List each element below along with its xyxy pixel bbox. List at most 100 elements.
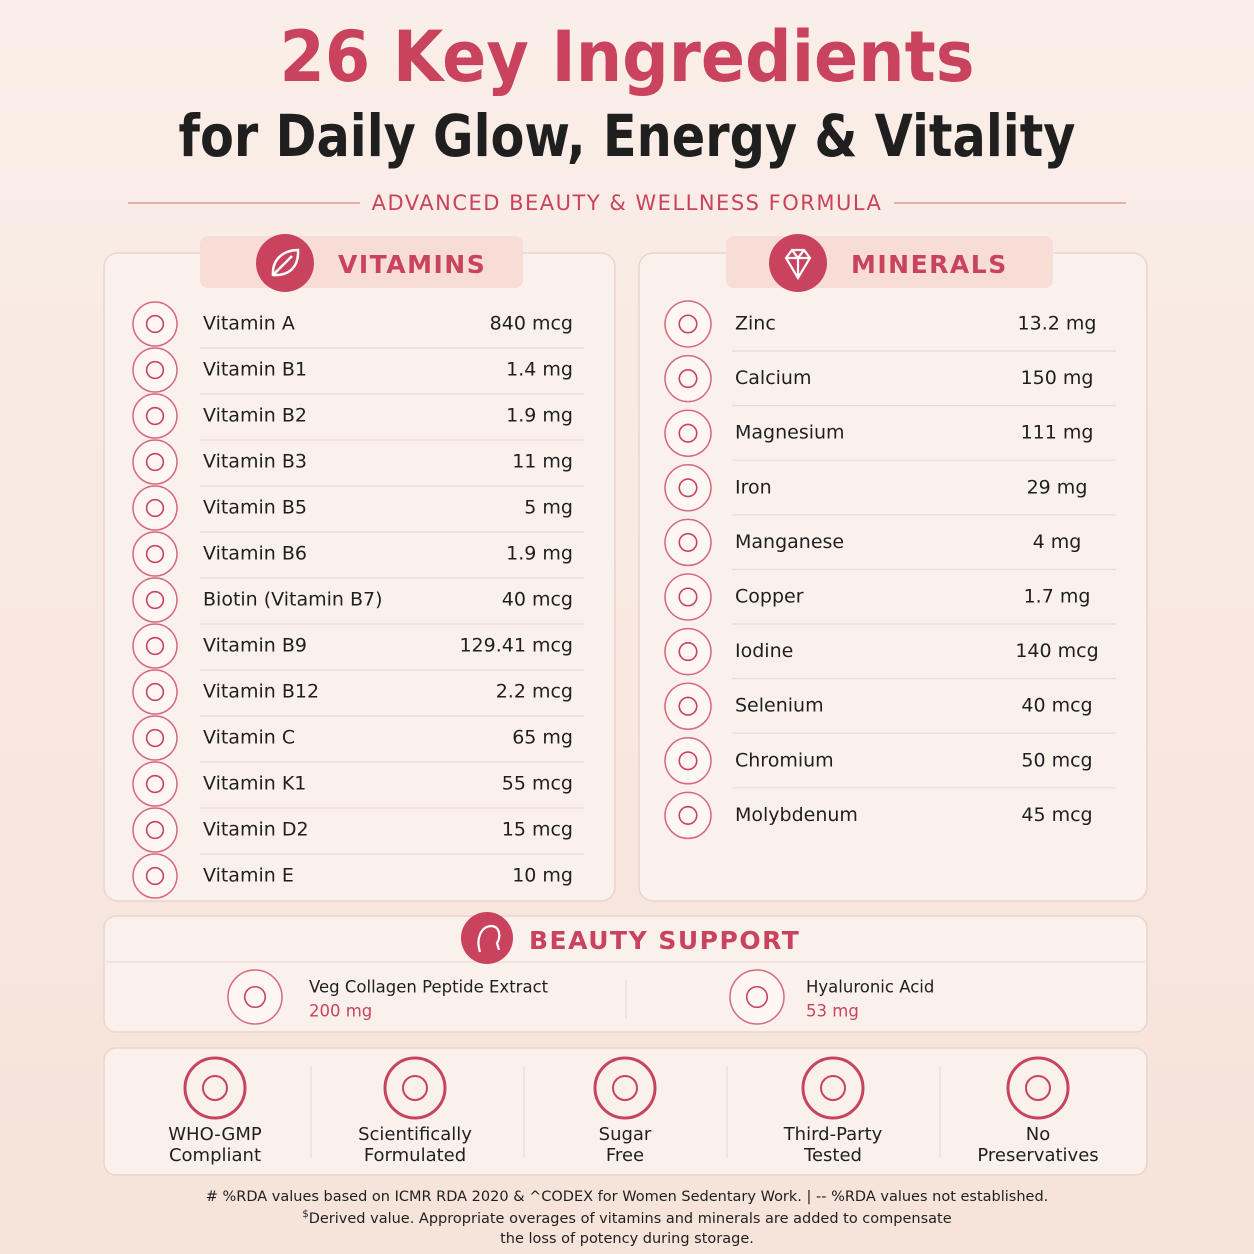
ingredient-name: Vitamin E	[203, 865, 294, 887]
badge-label: WHO-GMP	[168, 1124, 262, 1145]
ingredient-icon	[664, 300, 712, 348]
footnote: the loss of potency during storage.	[500, 1231, 754, 1247]
ingredient-amount: 11 mg	[512, 451, 573, 473]
ingredient-amount: 840 mcg	[490, 313, 573, 335]
ingredient-icon	[132, 531, 178, 577]
ingredient-name: Selenium	[735, 695, 824, 717]
icon-glyph	[678, 314, 698, 334]
icon-glyph	[145, 636, 165, 656]
ingredient-icon	[664, 737, 712, 785]
ingredient-name: Copper	[735, 586, 804, 608]
ingredient-name: Iron	[735, 476, 772, 498]
tagline: ADVANCED BEAUTY & WELLNESS FORMULA	[372, 191, 883, 215]
beauty-icon	[461, 912, 513, 964]
leaf-icon	[271, 248, 300, 277]
icon-glyph	[145, 866, 165, 886]
beauty-amount: 200 mg	[309, 1002, 372, 1021]
badge-glyph	[202, 1075, 228, 1101]
badge-label: Tested	[803, 1145, 862, 1166]
ingredient-amount: 4 mg	[1033, 531, 1082, 553]
footnote-text: Derived value. Appropriate overages of v…	[309, 1211, 952, 1227]
ingredient-name: Vitamin B2	[203, 405, 307, 427]
ingredient-icon	[664, 791, 712, 840]
badge-glyph	[402, 1075, 428, 1101]
ingredient-icon	[132, 623, 178, 669]
badge-icon	[383, 1056, 447, 1120]
ingredient-icon	[664, 409, 712, 457]
badge-icon	[183, 1056, 247, 1120]
ingredient-amount: 50 mcg	[1021, 749, 1092, 771]
ingredient-name: Iodine	[735, 640, 793, 662]
ingredient-name: Vitamin B9	[203, 635, 307, 657]
ingredient-amount: 1.9 mg	[506, 543, 573, 565]
ingredient-amount: 150 mg	[1021, 367, 1094, 389]
icon-glyph	[678, 532, 698, 552]
beauty-panel	[103, 915, 1148, 1033]
icon-glyph	[678, 423, 698, 443]
footnote: $Derived value. Appropriate overages of …	[302, 1209, 951, 1227]
ingredient-amount: 45 mcg	[1021, 804, 1092, 826]
icon-glyph	[145, 682, 165, 702]
ingredient-icon	[227, 969, 283, 1025]
vitamins-panel	[103, 252, 616, 902]
badge-label: Sugar	[599, 1124, 652, 1145]
ingredient-icon	[132, 807, 178, 853]
badge-glyph	[1025, 1075, 1051, 1101]
ingredient-name: Calcium	[735, 367, 811, 389]
badges-panel	[103, 1047, 1148, 1176]
ingredient-name: Vitamin B3	[203, 451, 307, 473]
icon-glyph	[145, 314, 165, 334]
icon-glyph	[678, 369, 698, 389]
beauty-heading: BEAUTY SUPPORT	[529, 926, 800, 955]
subtitle: for Daily Glow, Energy & Vitality	[179, 102, 1076, 170]
ingredient-icon	[132, 577, 178, 623]
icon-glyph	[145, 774, 165, 794]
gem-icon	[784, 248, 812, 281]
ingredient-icon	[132, 393, 178, 439]
badge-label: Compliant	[169, 1145, 261, 1166]
footnote-mark: $	[302, 1209, 308, 1220]
icon-glyph	[678, 587, 698, 607]
ingredient-amount: 55 mcg	[502, 773, 573, 795]
badge-label: Free	[606, 1145, 644, 1166]
ingredient-icon	[132, 485, 178, 531]
badge-icon	[801, 1056, 865, 1120]
beauty-name: Hyaluronic Acid	[806, 978, 934, 997]
icon-glyph	[678, 478, 698, 498]
ingredient-amount: 1.4 mg	[506, 359, 573, 381]
ingredient-icon	[132, 439, 178, 485]
badge-glyph	[820, 1075, 846, 1101]
icon-glyph	[678, 642, 698, 662]
ingredient-icon	[664, 573, 712, 621]
ingredient-amount: 111 mg	[1021, 422, 1094, 444]
ingredient-name: Magnesium	[735, 422, 845, 444]
ingredient-name: Vitamin B6	[203, 543, 307, 565]
title: 26 Key Ingredients	[280, 16, 975, 98]
ingredient-amount: 2.2 mcg	[496, 681, 573, 703]
ingredient-amount: 40 mcg	[1021, 695, 1092, 717]
badge-label: Formulated	[364, 1145, 466, 1166]
ingredient-name: Vitamin A	[203, 313, 295, 335]
ingredient-icon	[664, 627, 712, 676]
ingredient-amount: 140 mcg	[1015, 640, 1098, 662]
icon-glyph	[243, 985, 267, 1009]
beauty-name: Veg Collagen Peptide Extract	[309, 978, 549, 997]
icon-glyph	[145, 728, 165, 748]
icon-glyph	[145, 820, 165, 840]
icon-glyph	[145, 544, 165, 564]
icon-glyph	[145, 406, 165, 426]
ingredient-amount: 1.7 mg	[1024, 586, 1091, 608]
ingredient-amount: 5 mg	[524, 497, 573, 519]
footnote: # %RDA values based on ICMR RDA 2020 & ^…	[206, 1189, 1049, 1205]
icon-glyph	[145, 360, 165, 380]
ingredient-amount: 129.41 mcg	[459, 635, 573, 657]
ingredient-icon	[132, 853, 178, 899]
ingredient-icon	[664, 464, 712, 512]
badge-label: Scientifically	[358, 1124, 472, 1145]
ingredient-name: Manganese	[735, 531, 844, 553]
ingredient-name: Molybdenum	[735, 804, 858, 826]
badge-label: No	[1026, 1124, 1050, 1145]
